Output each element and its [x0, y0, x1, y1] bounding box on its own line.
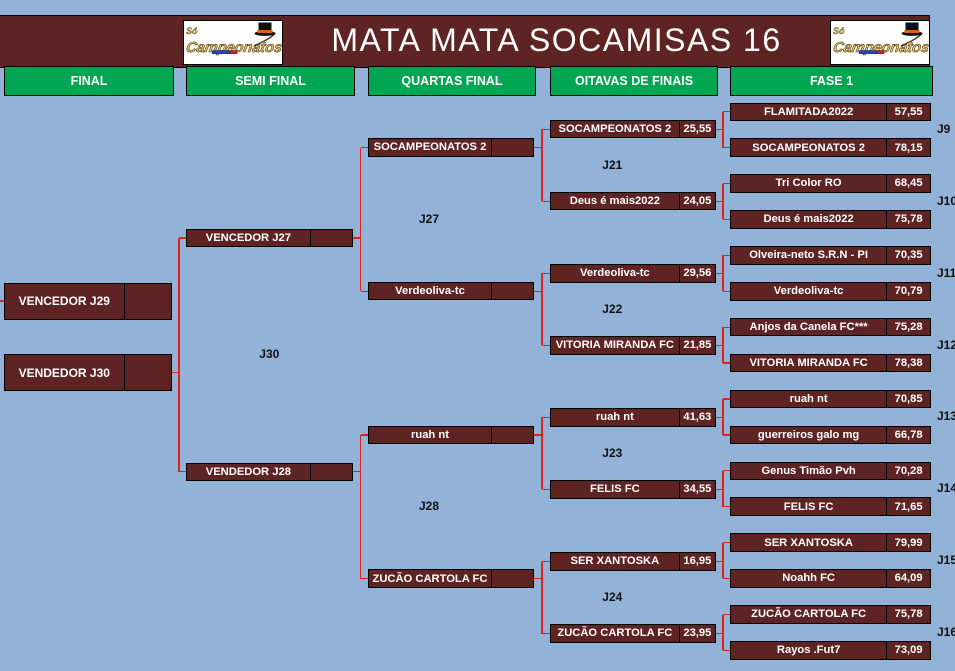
svg-text:Só: Só	[186, 26, 198, 36]
svg-text:Só: Só	[833, 26, 845, 36]
